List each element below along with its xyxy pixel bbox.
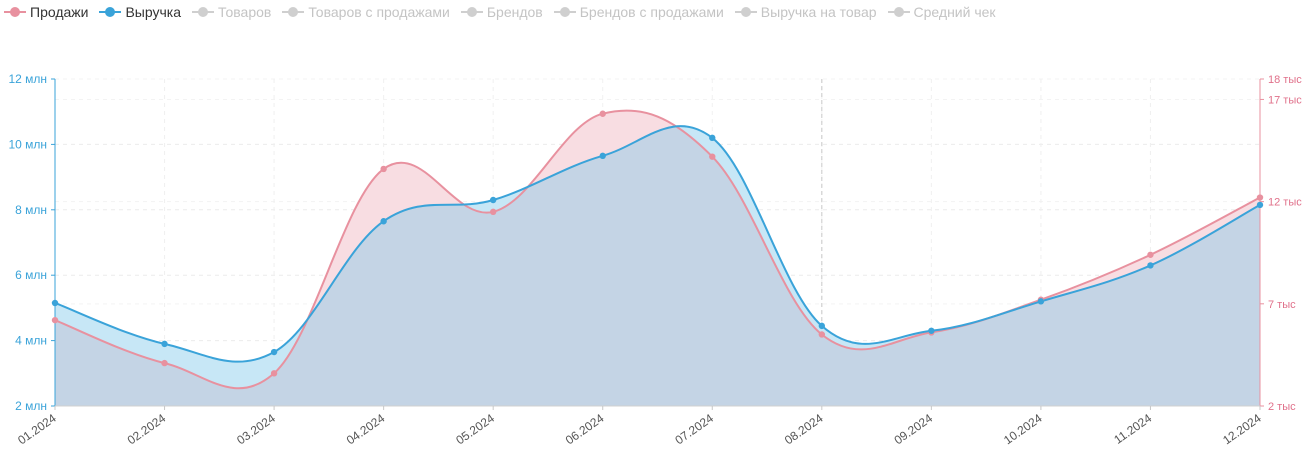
revenue-point-05.2024[interactable]	[489, 196, 497, 204]
x-tick-label: 12.2024	[1220, 411, 1264, 448]
legend-label: Товаров	[218, 4, 272, 20]
legend-marker-icon	[4, 6, 26, 18]
legend-marker-icon	[553, 6, 576, 18]
right-tick-label: 17 тыс	[1268, 94, 1302, 106]
legend-label: Выручка	[125, 4, 182, 20]
x-tick-label: 04.2024	[344, 411, 388, 448]
sales-point-08.2024[interactable]	[818, 331, 826, 338]
legend-label: Продажи	[30, 4, 89, 20]
revenue-point-11.2024[interactable]	[1147, 262, 1154, 269]
x-tick-label: 01.2024	[15, 411, 59, 448]
left-tick-label: 10 млн	[8, 137, 47, 151]
right-tick-label: 12 тыс	[1268, 197, 1302, 209]
legend-marker-icon	[282, 6, 305, 18]
legend-label: Выручка на товар	[760, 4, 877, 20]
sales-point-01.2024[interactable]	[51, 316, 59, 324]
revenue-point-03.2024[interactable]	[270, 348, 278, 356]
legend-item-4[interactable]: Брендов	[460, 4, 543, 20]
revenue-point-12.2024[interactable]	[1256, 201, 1264, 209]
x-tick-label: 02.2024	[125, 411, 169, 448]
overlap-area	[55, 126, 1260, 406]
x-tick-label: 03.2024	[234, 411, 278, 448]
x-tick-label: 06.2024	[563, 411, 607, 448]
left-tick-label: 2 млн	[15, 399, 47, 413]
revenue-point-01.2024[interactable]	[51, 299, 59, 307]
legend-item-1[interactable]: Выручка	[99, 4, 181, 20]
right-tick-label: 2 тыс	[1268, 401, 1296, 413]
revenue-point-07.2024[interactable]	[709, 134, 716, 142]
legend-label: Товаров с продажами	[308, 4, 450, 20]
legend-marker-icon	[460, 6, 483, 18]
revenue-point-04.2024[interactable]	[380, 218, 387, 225]
revenue-point-08.2024[interactable]	[818, 322, 826, 330]
legend-item-0[interactable]: Продажи	[4, 4, 88, 20]
left-tick-label: 12 млн	[8, 72, 47, 86]
legend-label: Брендов	[486, 4, 543, 20]
left-tick-label: 6 млн	[15, 268, 47, 282]
right-tick-label: 18 тыс	[1268, 74, 1302, 86]
sales-point-05.2024[interactable]	[489, 208, 497, 216]
legend-item-3[interactable]: Товаров с продажами	[282, 4, 450, 20]
sales-point-04.2024[interactable]	[380, 165, 387, 173]
legend-marker-icon	[99, 6, 122, 18]
chart-legend: Продажи Выручка Товаров Товаров с продажами…	[4, 2, 996, 22]
sales-point-07.2024[interactable]	[709, 153, 716, 160]
left-tick-label: 4 млн	[15, 334, 47, 348]
series-points	[51, 110, 1264, 377]
axes	[51, 78, 1264, 410]
x-tick-label: 05.2024	[453, 411, 497, 448]
right-tick-label: 7 тыс	[1268, 299, 1296, 311]
sales-point-11.2024[interactable]	[1147, 251, 1154, 258]
x-tick-label: 11.2024	[1111, 411, 1154, 447]
x-tick-label: 07.2024	[672, 411, 716, 448]
sales-point-12.2024[interactable]	[1256, 194, 1264, 201]
legend-marker-icon	[192, 6, 215, 18]
legend-label: Брендов с продажами	[579, 4, 724, 20]
sales-point-06.2024[interactable]	[599, 110, 606, 117]
legend-marker-icon	[887, 6, 910, 18]
x-tick-label: 10.2024	[1001, 411, 1045, 448]
legend-label: Средний чек	[913, 4, 996, 20]
left-tick-label: 8 млн	[15, 203, 47, 217]
legend-item-5[interactable]: Брендов с продажами	[553, 4, 724, 20]
series-areas	[55, 110, 1260, 406]
revenue-point-02.2024[interactable]	[161, 340, 168, 348]
x-tick-label: 08.2024	[782, 411, 826, 448]
legend-item-6[interactable]: Выручка на товар	[734, 4, 877, 20]
legend-item-7[interactable]: Средний чек	[887, 4, 996, 20]
revenue-point-06.2024[interactable]	[599, 152, 606, 160]
sales-point-02.2024[interactable]	[161, 359, 168, 367]
sales-point-03.2024[interactable]	[270, 370, 278, 377]
legend-item-2[interactable]: Товаров	[192, 4, 271, 20]
revenue-point-09.2024[interactable]	[928, 327, 935, 334]
x-tick-label: 09.2024	[892, 411, 936, 448]
revenue-point-10.2024[interactable]	[1037, 298, 1045, 305]
legend-marker-icon	[734, 6, 757, 18]
